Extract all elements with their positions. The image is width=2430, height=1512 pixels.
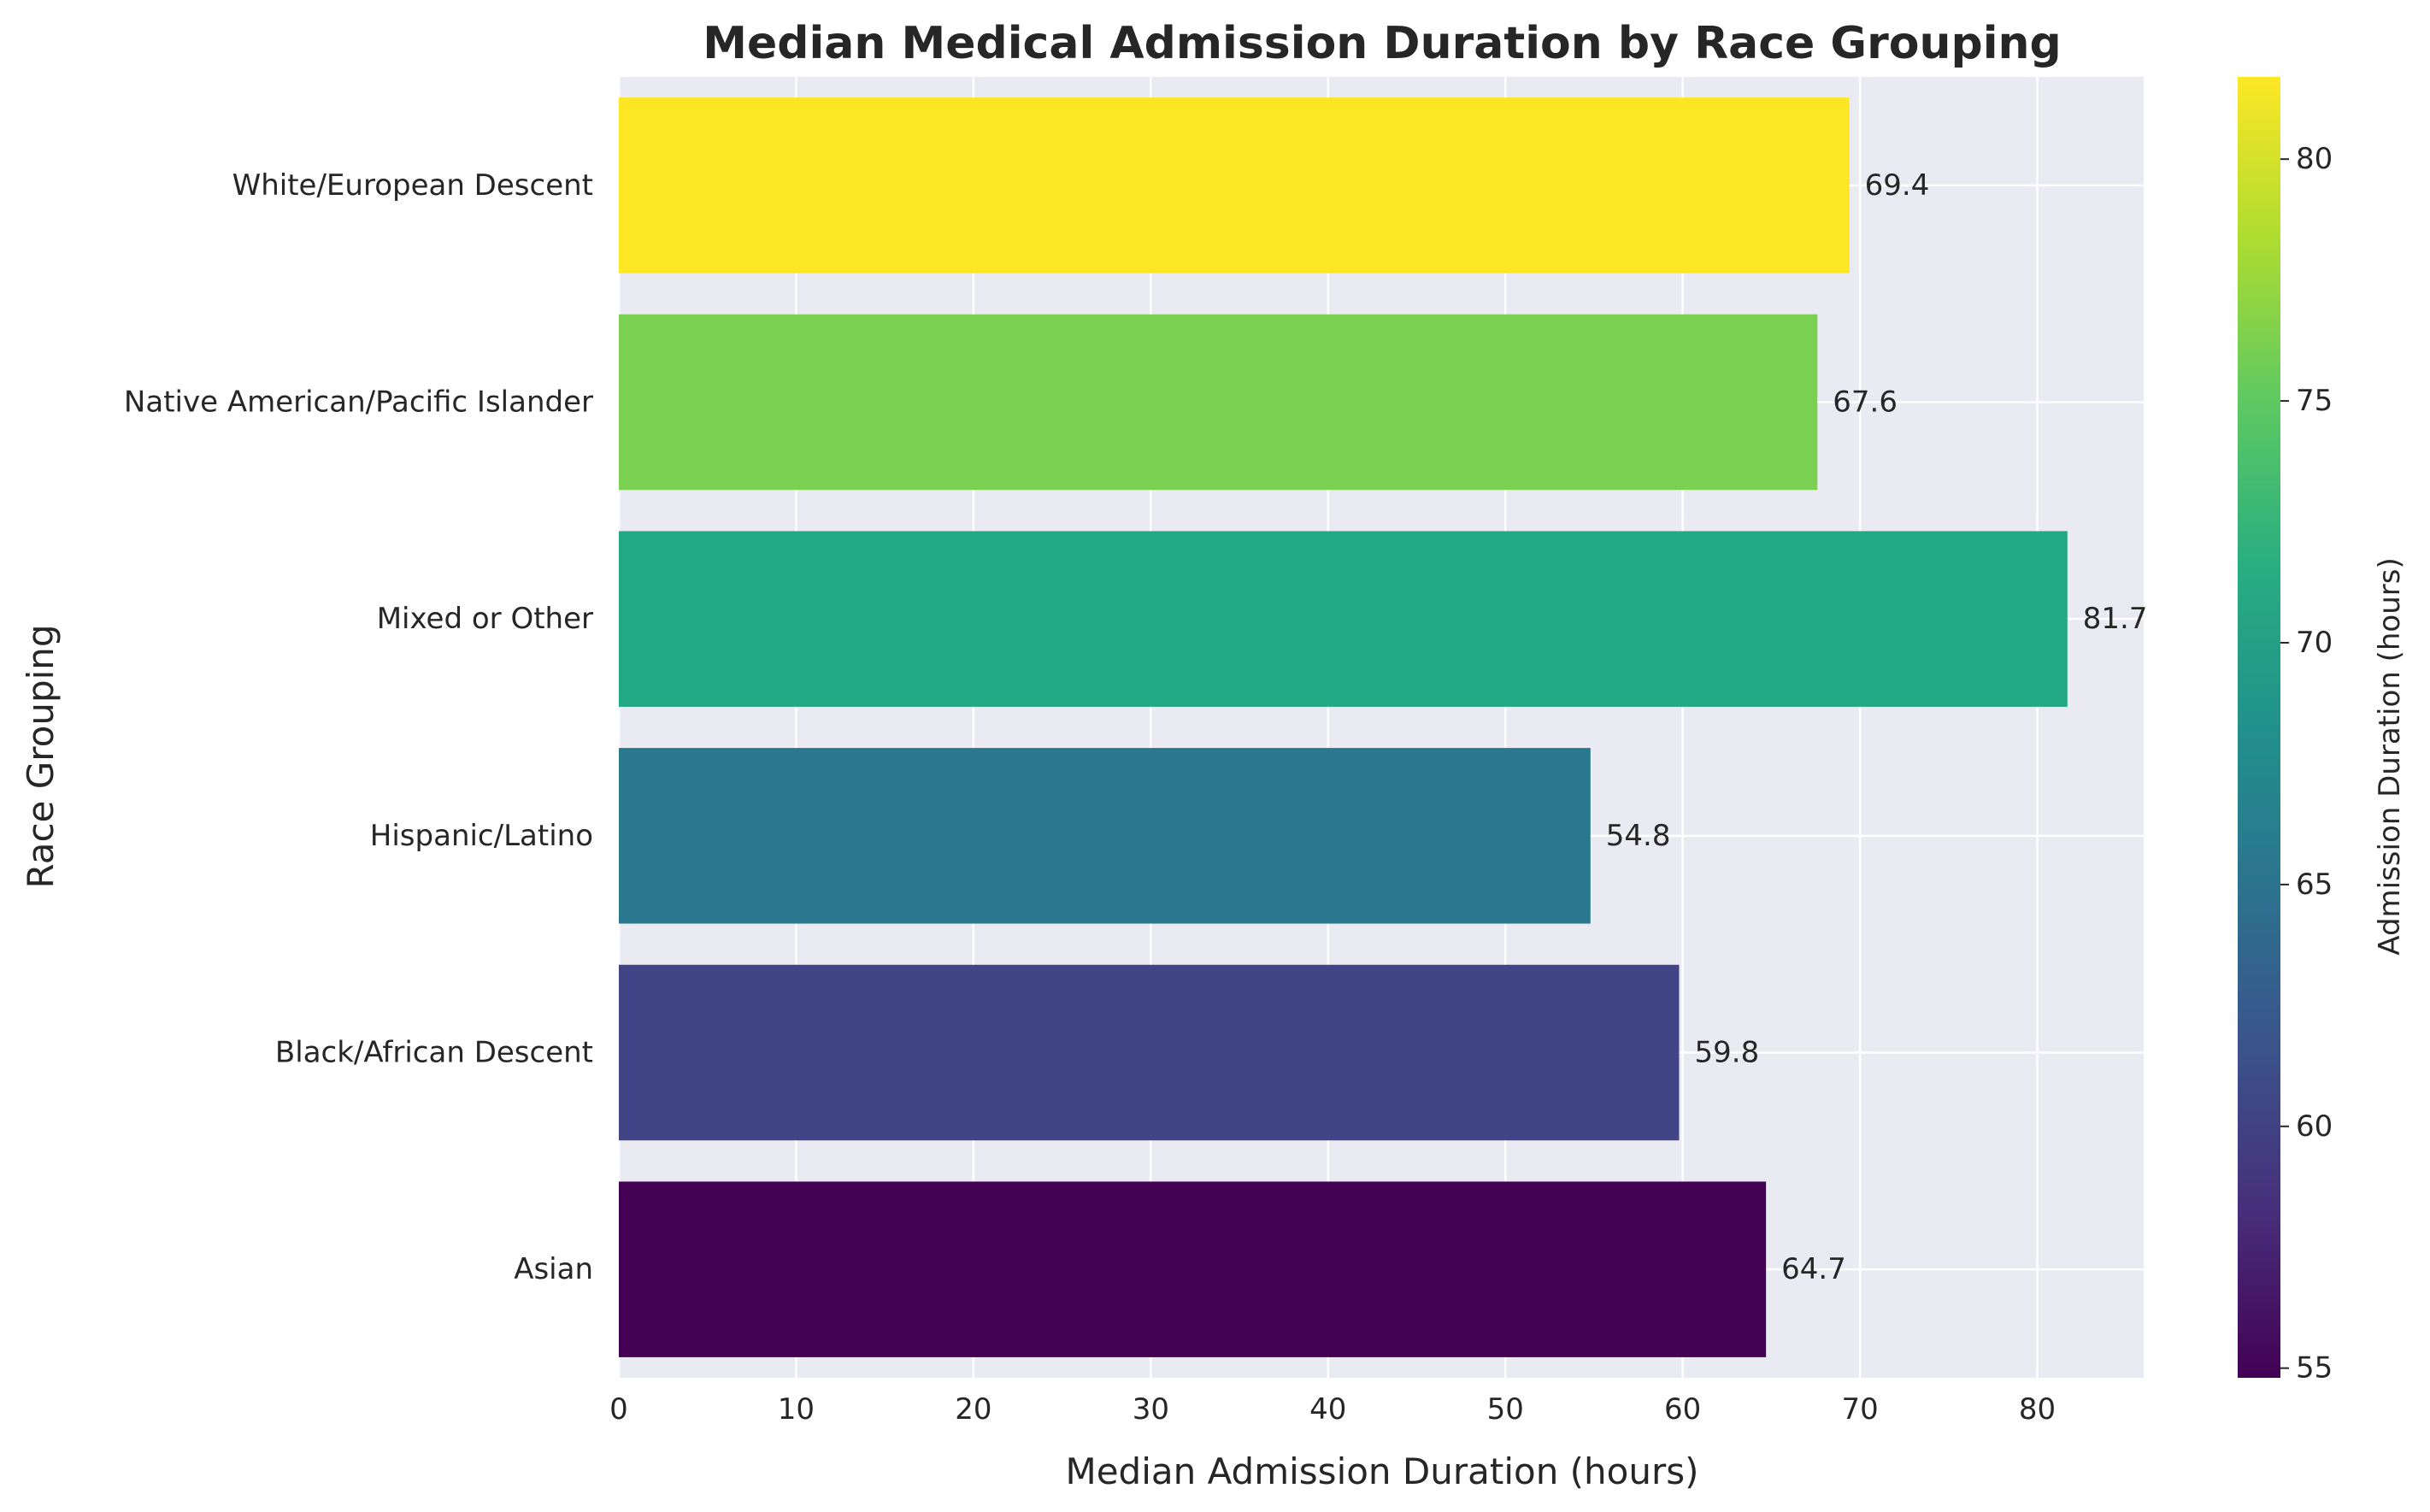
- y-tick-label: Asian: [514, 1252, 593, 1286]
- bar-value-label: 69.4: [1865, 168, 1930, 203]
- bar-value-label: 59.8: [1695, 1036, 1760, 1070]
- x-tick-label: 70: [1841, 1392, 1878, 1427]
- x-tick-label: 60: [1664, 1392, 1701, 1427]
- colorbar-ticks: 55 60 65 70 75 80: [2280, 142, 2333, 1386]
- bar-value-label: 67.6: [1833, 385, 1898, 420]
- bar: [619, 531, 2068, 707]
- x-tick-label: 40: [1309, 1392, 1346, 1427]
- bars: [619, 97, 2068, 1357]
- colorbar-label: Admission Duration (hours): [2373, 557, 2407, 955]
- colorbar-tick-label: 55: [2296, 1351, 2333, 1386]
- x-tick-label: 20: [955, 1392, 991, 1427]
- colorbar-tick-label: 70: [2296, 626, 2333, 660]
- colorbar-tick-label: 60: [2296, 1109, 2333, 1144]
- y-tick-labels: Asian Black/African Descent Hispanic/Latin…: [124, 168, 593, 1286]
- bar: [619, 964, 1680, 1141]
- bar-value-label: 64.7: [1781, 1252, 1846, 1286]
- bar: [619, 1181, 1767, 1357]
- plot-area: [619, 77, 2144, 1378]
- x-tick-label: 30: [1133, 1392, 1169, 1427]
- bar: [619, 314, 1818, 491]
- y-tick-label: Black/African Descent: [275, 1036, 593, 1070]
- y-tick-label: Native American/Pacific Islander: [124, 385, 593, 420]
- x-tick-labels: 0 10 20 30 40 50 60 70 80: [609, 1392, 2056, 1427]
- x-tick-label: 10: [778, 1392, 815, 1427]
- bar-value-label: 54.8: [1606, 819, 1671, 853]
- colorbar: [2238, 77, 2280, 1378]
- bar: [619, 748, 1591, 924]
- chart-title: Median Medical Admission Duration by Rac…: [703, 18, 2062, 69]
- x-tick-label: 50: [1487, 1392, 1524, 1427]
- y-tick-label: White/European Descent: [232, 168, 593, 203]
- y-axis-label: Race Grouping: [20, 624, 62, 888]
- x-tick-label: 0: [609, 1392, 628, 1427]
- colorbar-tick-label: 65: [2296, 868, 2333, 902]
- y-tick-label: Mixed or Other: [377, 602, 593, 636]
- colorbar-tick-label: 75: [2296, 384, 2333, 418]
- bar: [619, 97, 1850, 274]
- x-tick-label: 80: [2019, 1392, 2056, 1427]
- bar-value-label: 81.7: [2083, 602, 2148, 636]
- colorbar-tick-label: 80: [2296, 142, 2333, 176]
- y-tick-label: Hispanic/Latino: [370, 819, 593, 853]
- bar-labels: 64.7 59.8 54.8 81.7 67.6 69.4: [1606, 168, 2148, 1286]
- x-axis-label: Median Admission Duration (hours): [1065, 1450, 1698, 1492]
